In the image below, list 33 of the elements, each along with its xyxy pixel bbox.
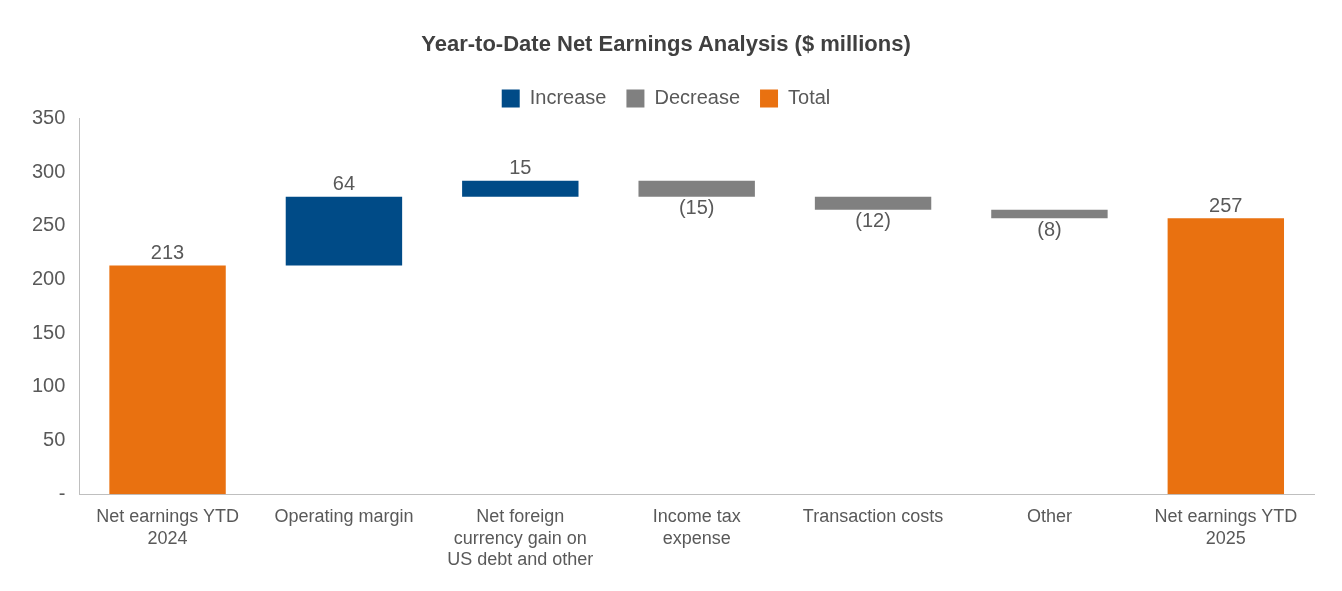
data-label: (12)	[855, 209, 891, 232]
x-tick-label: Net earnings YTD 2025	[1154, 505, 1298, 548]
data-label: 15	[509, 156, 532, 179]
y-tick-label: 300	[31, 159, 66, 182]
bar	[109, 265, 226, 495]
y-tick-label: 200	[31, 266, 66, 289]
bar	[1167, 218, 1285, 495]
legend-label: Increase	[529, 85, 607, 108]
bar	[814, 196, 932, 210]
y-tick-label: -	[58, 481, 66, 504]
bar	[991, 209, 1108, 219]
data-label: 257	[1209, 193, 1243, 216]
legend-label: Total	[788, 85, 831, 108]
data-label: (15)	[678, 196, 715, 219]
data-label: 64	[332, 172, 356, 195]
bar	[285, 196, 403, 266]
x-tick-label: Transaction costs	[802, 505, 944, 526]
y-tick-label: 250	[31, 213, 66, 236]
legend-label: Decrease	[654, 85, 741, 108]
data-label: (8)	[1037, 217, 1062, 240]
bar	[462, 180, 579, 197]
y-tick-label: 350	[31, 105, 66, 128]
data-label: 213	[150, 241, 185, 264]
x-tick-label: Net earnings YTD 2024	[96, 505, 239, 548]
y-tick-label: 100	[31, 374, 66, 397]
y-tick-label: 50	[43, 428, 66, 451]
y-tick-label: 150	[31, 320, 66, 343]
x-tick-label: Other	[1026, 505, 1072, 526]
chart-title: Year-to-Date Net Earnings Analysis ($ millions)	[421, 31, 911, 57]
x-tick-label: Income tax expense	[652, 505, 741, 548]
bar	[638, 180, 755, 197]
x-tick-label: Operating margin	[274, 505, 414, 526]
x-tick-label: Net foreign currency gain on US debt and other	[447, 505, 594, 570]
